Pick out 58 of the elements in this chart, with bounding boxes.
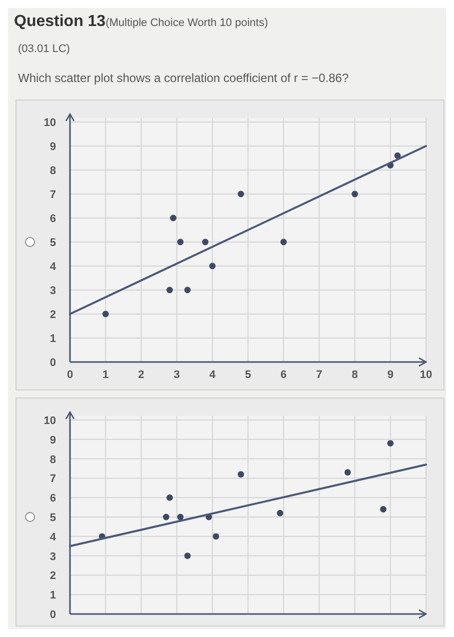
point: [166, 494, 173, 501]
point: [238, 190, 244, 198]
x-tick-label: 8: [352, 369, 358, 381]
point: [352, 190, 358, 198]
y-tick-label: 7: [50, 189, 56, 201]
point: [102, 310, 109, 318]
point: [166, 286, 173, 294]
point: [380, 506, 386, 512]
point: [238, 471, 244, 478]
x-tick-label: 1: [102, 369, 109, 381]
y-tick-label: 1: [50, 333, 56, 345]
point: [209, 262, 216, 270]
text: Which scatter plot shows a correlation coefficient of r = −0.86?: [18, 71, 349, 85]
point: [162, 514, 170, 520]
y-tick-label: 10: [44, 117, 56, 129]
text: (03.01 LC): [18, 43, 70, 55]
y-tick-label: 8: [50, 454, 56, 466]
point: [344, 469, 351, 476]
chart-subtitle: (Multiple Choice Worth 10 points): [106, 17, 268, 29]
point: [177, 514, 184, 520]
point: [184, 552, 191, 559]
y-tick-label: 3: [50, 285, 56, 297]
y-tick-label: 5: [50, 237, 56, 249]
y-tick-label: 10: [44, 415, 56, 427]
y-tick-label: 4: [50, 261, 57, 273]
x-tick-label: 0: [66, 369, 74, 381]
point: [202, 238, 208, 246]
y-tick-label: 7: [50, 473, 56, 486]
x-tick-label: 9: [387, 369, 394, 381]
y-tick-label: 0: [50, 357, 56, 369]
y-tick-label: 2: [50, 570, 56, 582]
y-tick-label: 9: [50, 141, 56, 153]
y-tick-label: 6: [50, 492, 56, 505]
y-tick-label: 9: [50, 434, 56, 446]
y-tick-label: 2: [50, 309, 56, 321]
y-tick-label: 5: [50, 512, 56, 524]
point: [177, 238, 184, 246]
chart-title: Question 13: [14, 13, 106, 30]
point: [276, 510, 284, 516]
x-tick-label: 10: [420, 369, 432, 381]
y-tick-label: 3: [50, 550, 56, 563]
x-tick-label: 4: [209, 369, 216, 381]
y-tick-label: 8: [50, 165, 56, 177]
point: [170, 214, 176, 222]
point: [387, 440, 394, 446]
y-tick-label: 4: [50, 531, 57, 544]
point: [184, 286, 191, 294]
x-tick-label: 2: [138, 369, 144, 381]
point: [212, 533, 220, 540]
x-tick-label: 6: [280, 369, 287, 381]
point: [394, 152, 401, 159]
point: [280, 238, 287, 246]
x-tick-label: 3: [174, 369, 180, 381]
y-tick-label: 6: [50, 213, 56, 225]
y-tick-label: 1: [50, 590, 56, 602]
y-tick-label: 0: [50, 609, 56, 621]
x-tick-label: 5: [244, 369, 252, 381]
x-tick-label: 7: [316, 369, 322, 381]
